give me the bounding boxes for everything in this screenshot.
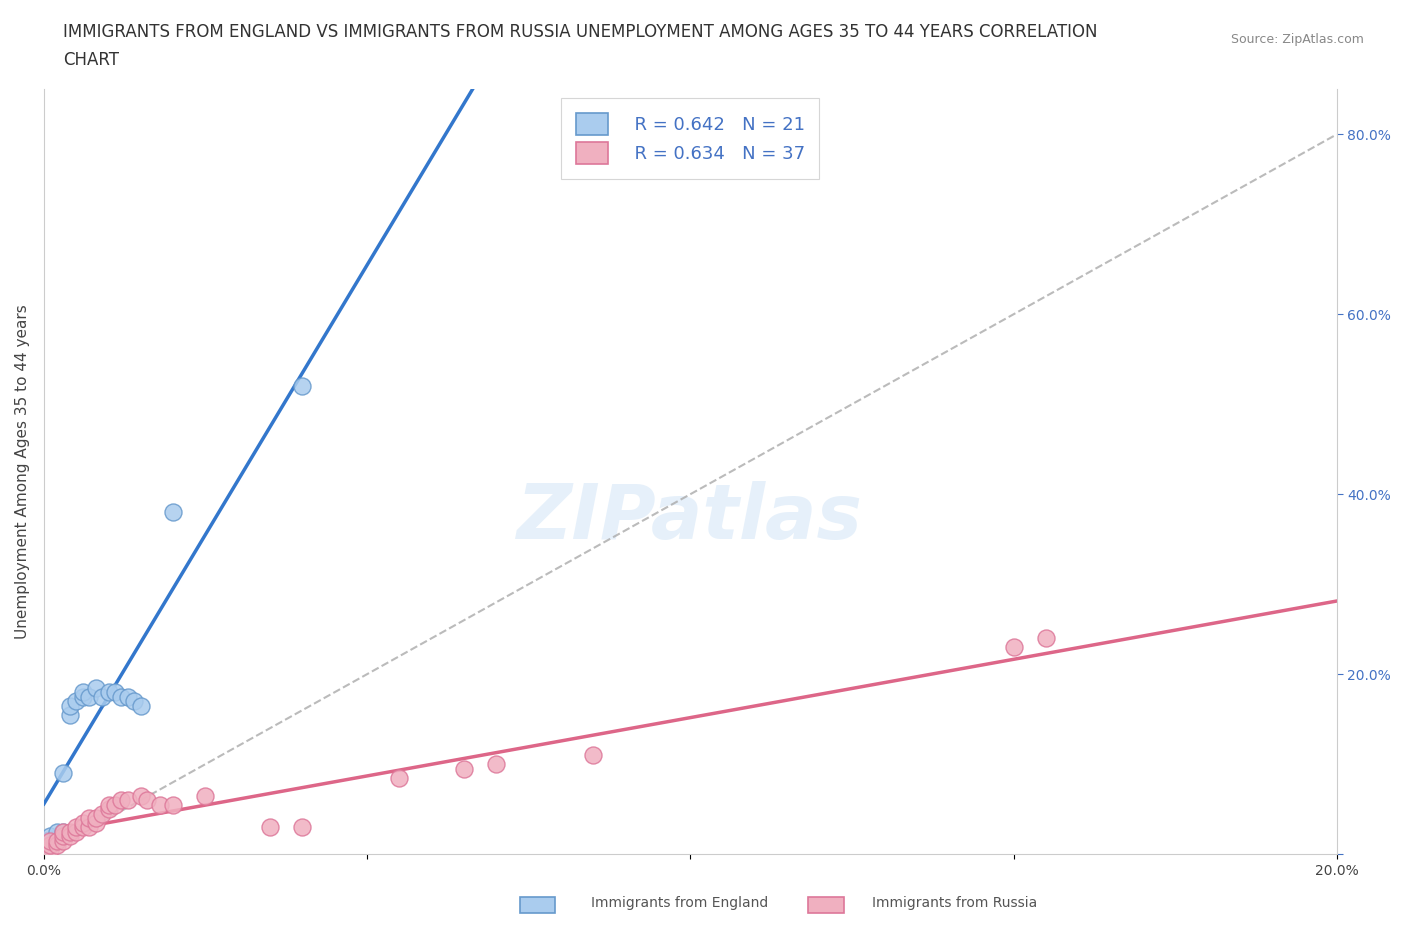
Point [291, 819, 314, 834]
Point [84, 811, 107, 826]
Point [91, 806, 114, 821]
Point [117, 689, 139, 704]
Point [45, 833, 67, 848]
Y-axis label: Unemployment Among Ages 35 to 44 years: Unemployment Among Ages 35 to 44 years [15, 304, 30, 639]
Point [77, 689, 100, 704]
Point [72, 689, 94, 704]
Point [162, 505, 184, 520]
Point [124, 694, 146, 709]
Point [194, 788, 217, 803]
Point [104, 797, 127, 812]
Point [39, 833, 62, 848]
Point [59, 707, 82, 722]
Point [259, 819, 281, 834]
Point [39, 829, 62, 844]
Text: IMMIGRANTS FROM ENGLAND VS IMMIGRANTS FROM RUSSIA UNEMPLOYMENT AMONG AGES 35 TO : IMMIGRANTS FROM ENGLAND VS IMMIGRANTS FR… [63, 23, 1098, 41]
Point [52, 765, 75, 780]
Point [59, 698, 82, 713]
Legend:   R = 0.642   N = 21,   R = 0.634   N = 37: R = 0.642 N = 21, R = 0.634 N = 37 [561, 99, 820, 179]
Point [291, 379, 314, 393]
Point [129, 788, 152, 803]
Point [39, 843, 62, 857]
Point [97, 797, 120, 812]
Point [84, 816, 107, 830]
Point [162, 797, 184, 812]
Point [485, 757, 508, 772]
Point [110, 792, 132, 807]
Text: Immigrants from Russia: Immigrants from Russia [872, 896, 1038, 910]
Text: ZIPatlas: ZIPatlas [517, 481, 863, 554]
Point [72, 819, 94, 834]
Point [117, 792, 139, 807]
Point [91, 689, 114, 704]
Point [129, 698, 152, 713]
Point [97, 802, 120, 817]
Point [77, 811, 100, 826]
Point [52, 833, 75, 848]
Text: Source: ZipAtlas.com: Source: ZipAtlas.com [1230, 33, 1364, 46]
Point [65, 694, 87, 709]
Point [65, 824, 87, 839]
Point [136, 792, 159, 807]
Point [453, 761, 475, 776]
Point [52, 824, 75, 839]
Point [1035, 631, 1057, 645]
Point [72, 684, 94, 699]
Point [52, 824, 75, 839]
Text: CHART: CHART [63, 51, 120, 69]
Point [59, 824, 82, 839]
Point [149, 797, 172, 812]
Point [45, 824, 67, 839]
Point [72, 816, 94, 830]
Point [388, 770, 411, 785]
Point [84, 680, 107, 695]
Point [582, 748, 605, 763]
Point [39, 838, 62, 853]
Point [77, 819, 100, 834]
Point [65, 819, 87, 834]
Point [52, 829, 75, 844]
Point [59, 829, 82, 844]
Point [110, 689, 132, 704]
Point [104, 684, 127, 699]
Point [39, 838, 62, 853]
Point [97, 684, 120, 699]
Point [45, 838, 67, 853]
Text: Immigrants from England: Immigrants from England [591, 896, 768, 910]
Point [1002, 640, 1025, 655]
